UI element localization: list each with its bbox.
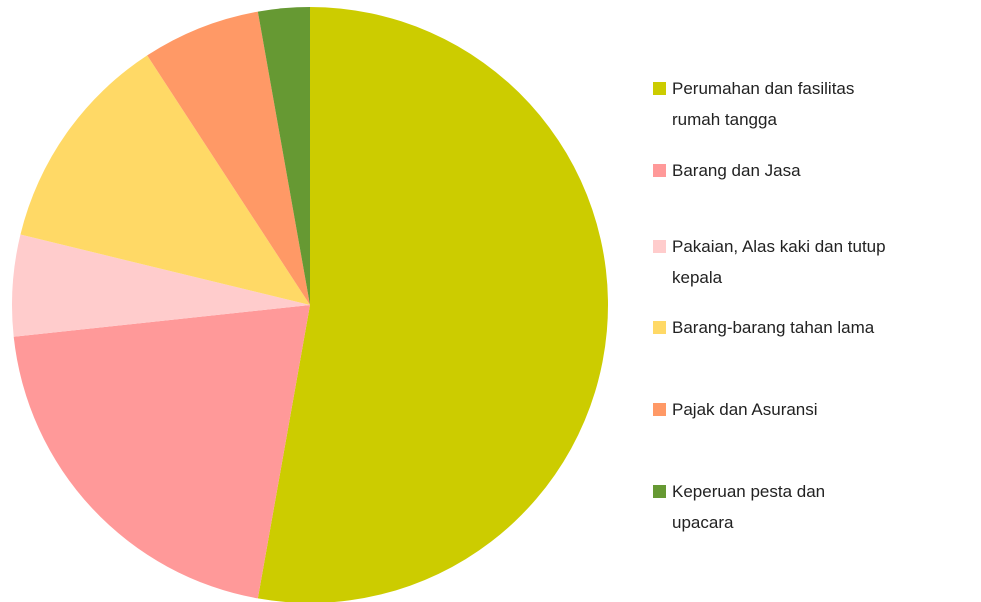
legend-label: Pakaian, Alas kaki dan tutup kepala bbox=[672, 237, 886, 287]
legend-swatch bbox=[653, 321, 666, 334]
legend-label: Barang dan Jasa bbox=[672, 161, 801, 180]
legend-item: Perumahan dan fasilitas rumah tangga bbox=[653, 73, 892, 135]
legend-item: Pajak dan Asuransi bbox=[653, 394, 972, 425]
chart bbox=[11, 7, 608, 602]
pie-slice bbox=[257, 7, 608, 602]
pie-slice bbox=[11, 234, 310, 337]
pie-slice bbox=[147, 11, 310, 306]
legend-label: Barang-barang tahan lama bbox=[672, 318, 875, 337]
legend-item: Barang-barang tahan lama bbox=[653, 312, 972, 343]
pie-slice bbox=[13, 305, 310, 599]
legend-swatch bbox=[653, 403, 666, 416]
legend-swatch bbox=[653, 164, 666, 177]
pie-slice bbox=[257, 7, 310, 305]
pie-slice bbox=[20, 55, 311, 306]
legend-label: Keperuan pesta dan upacara bbox=[672, 482, 826, 532]
legend-label: Perumahan dan fasilitas rumah tangga bbox=[672, 79, 855, 129]
legend-swatch bbox=[653, 485, 666, 498]
legend-item: Keperuan pesta dan upacara bbox=[653, 476, 862, 538]
legend-label: Pajak dan Asuransi bbox=[672, 400, 818, 419]
legend-item: Pakaian, Alas kaki dan tutup kepala bbox=[653, 231, 934, 293]
legend-item: Barang dan Jasa bbox=[653, 155, 972, 186]
legend-swatch bbox=[653, 82, 666, 95]
legend-swatch bbox=[653, 240, 666, 253]
